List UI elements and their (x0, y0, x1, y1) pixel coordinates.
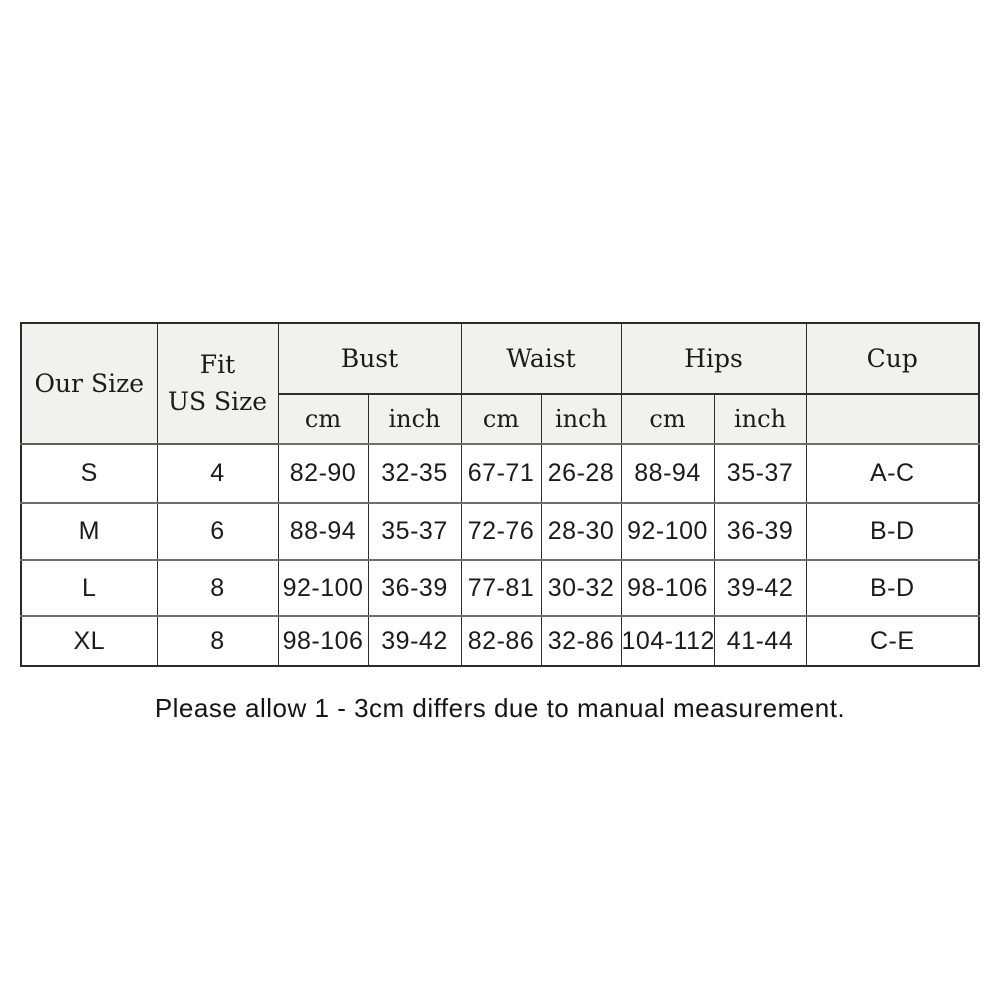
header-fit-us-size: Fit US Size (156, 322, 279, 445)
measurement-note: Please allow 1 - 3cm differs due to manu… (154, 693, 846, 723)
table-body: S 4 82-90 32-35 67-71 26-28 88-94 35-37 … (20, 443, 980, 667)
cell-s-hips-cm: 88-94 (620, 443, 715, 504)
cell-m-our-size: M (20, 502, 158, 561)
cell-l-us-size: 8 (156, 559, 279, 617)
header-waist: Waist (460, 322, 622, 395)
cell-s-hips-inch: 35-37 (713, 443, 807, 504)
cell-m-bust-inch: 35-37 (367, 502, 462, 561)
header-cup-unit-empty (805, 393, 980, 445)
cell-l-waist-inch: 30-32 (540, 559, 622, 617)
cell-s-waist-cm: 67-71 (460, 443, 542, 504)
cell-m-cup: B-D (805, 502, 980, 561)
cell-xl-hips-inch: 41-44 (713, 615, 807, 667)
cell-m-hips-inch: 36-39 (713, 502, 807, 561)
header-hips: Hips (620, 322, 807, 395)
header-bust-inch: inch (367, 393, 462, 445)
cell-l-cup: B-D (805, 559, 980, 617)
cell-m-hips-cm: 92-100 (620, 502, 715, 561)
header-hips-inch: inch (713, 393, 807, 445)
cell-s-bust-cm: 82-90 (277, 443, 369, 504)
cell-l-bust-cm: 92-100 (277, 559, 369, 617)
table-row-l: L 8 92-100 36-39 77-81 30-32 98-106 39-4… (20, 559, 980, 617)
cell-s-us-size: 4 (156, 443, 279, 504)
cell-xl-bust-cm: 98-106 (277, 615, 369, 667)
cell-s-cup: A-C (805, 443, 980, 504)
cell-s-bust-inch: 32-35 (367, 443, 462, 504)
cell-xl-us-size: 8 (156, 615, 279, 667)
header-our-size: Our Size (20, 322, 158, 445)
header-group-row: Our Size Fit US Size Bust Waist Hips Cup (20, 322, 980, 445)
header-cup: Cup (805, 322, 980, 395)
header-waist-inch: inch (540, 393, 622, 445)
header-hips-cm: cm (620, 393, 715, 445)
cell-l-hips-cm: 98-106 (620, 559, 715, 617)
header-bust-cm: cm (277, 393, 369, 445)
cell-m-us-size: 6 (156, 502, 279, 561)
header-bust: Bust (277, 322, 462, 395)
table-row-m: M 6 88-94 35-37 72-76 28-30 92-100 36-39… (20, 502, 980, 561)
cell-xl-hips-cm: 104-112 (620, 615, 715, 667)
table-header: Our Size Fit US Size Bust Waist Hips Cup… (20, 322, 980, 445)
cell-l-hips-inch: 39-42 (713, 559, 807, 617)
cell-l-our-size: L (20, 559, 158, 617)
cell-s-waist-inch: 26-28 (540, 443, 622, 504)
cell-m-waist-inch: 28-30 (540, 502, 622, 561)
cell-xl-our-size: XL (20, 615, 158, 667)
header-us-size-label: US Size (167, 386, 268, 416)
cell-s-our-size: S (20, 443, 158, 504)
cell-xl-bust-inch: 39-42 (367, 615, 462, 667)
cell-xl-cup: C-E (805, 615, 980, 667)
cell-xl-waist-inch: 32-86 (540, 615, 622, 667)
header-fit-label: Fit (199, 350, 236, 380)
cell-xl-waist-cm: 82-86 (460, 615, 542, 667)
header-unit-row: cm inch cm inch cm inch (21, 393, 980, 445)
cell-l-bust-inch: 36-39 (367, 559, 462, 617)
size-chart-table: Our Size Fit US Size Bust Waist Hips Cup… (20, 322, 981, 667)
table-row-xl: XL 8 98-106 39-42 82-86 32-86 104-112 41… (20, 615, 980, 667)
cell-m-waist-cm: 72-76 (460, 502, 542, 561)
header-waist-cm: cm (460, 393, 542, 445)
cell-l-waist-cm: 77-81 (460, 559, 542, 617)
cell-m-bust-cm: 88-94 (277, 502, 369, 561)
table-row-s: S 4 82-90 32-35 67-71 26-28 88-94 35-37 … (20, 443, 980, 504)
